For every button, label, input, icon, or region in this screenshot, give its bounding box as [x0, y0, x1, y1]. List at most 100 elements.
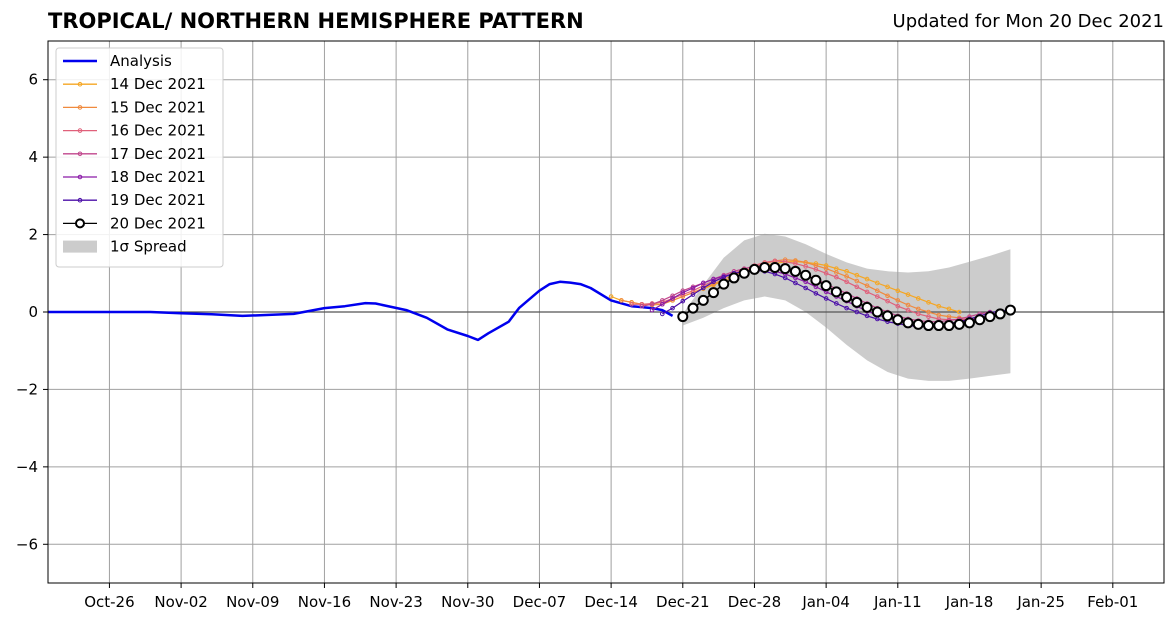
- data-point: [670, 305, 675, 311]
- data-point: [823, 263, 829, 268]
- legend-label: 18 Dec 2021: [110, 168, 206, 186]
- legend-entry: 19 Dec 2021: [63, 191, 206, 209]
- x-tick-label: Dec-21: [656, 593, 710, 611]
- legend-entry: 17 Dec 2021: [63, 145, 206, 163]
- data-point: [851, 296, 863, 308]
- legend-marker: [75, 218, 85, 229]
- data-point: [875, 288, 880, 294]
- data-point: [690, 285, 696, 291]
- data-point: [844, 279, 849, 285]
- legend-label: 16 Dec 2021: [110, 122, 206, 140]
- data-point: [649, 307, 655, 313]
- data-point: [813, 267, 819, 272]
- data-point: [864, 276, 870, 282]
- data-point: [861, 301, 873, 313]
- data-point: [895, 298, 901, 303]
- data-point: [854, 278, 860, 284]
- y-tick-label: 2: [28, 226, 38, 244]
- data-point: [700, 280, 706, 286]
- data-point: [759, 261, 771, 273]
- data-point: [789, 265, 801, 277]
- updated-date: Updated for Mon 20 Dec 2021: [892, 11, 1164, 32]
- x-tick-label: Nov-09: [226, 593, 279, 611]
- x-tick-label: Nov-16: [298, 593, 351, 611]
- data-point: [810, 274, 822, 286]
- x-tick-label: Jan-25: [1016, 593, 1065, 611]
- data-point: [690, 292, 696, 297]
- legend-marker: [77, 105, 83, 110]
- data-point: [823, 270, 829, 276]
- data-point: [728, 272, 740, 284]
- x-tick-label: Jan-11: [873, 593, 922, 611]
- data-point: [864, 289, 870, 295]
- data-point: [649, 301, 655, 307]
- legend-label: Analysis: [110, 52, 172, 70]
- y-tick-label: 6: [28, 71, 38, 89]
- data-point: [875, 294, 880, 299]
- data-point: [711, 276, 716, 282]
- legend-label: 19 Dec 2021: [110, 191, 206, 209]
- data-point: [660, 311, 665, 317]
- data-point: [629, 301, 634, 307]
- data-point: [915, 311, 921, 317]
- x-tick-label: Dec-07: [513, 593, 567, 611]
- data-point: [834, 301, 839, 306]
- data-point: [670, 296, 675, 301]
- legend: Analysis 14 Dec 2021 15 Dec 2021 16 Dec 202…: [55, 47, 224, 268]
- x-tick-label: Feb-01: [1087, 593, 1138, 611]
- legend-entry: Analysis: [63, 52, 172, 70]
- x-tick-label: Jan-18: [945, 593, 994, 611]
- legend-marker: [77, 197, 83, 203]
- legend-entry: 16 Dec 2021: [63, 122, 206, 140]
- legend-label: 1σ Spread: [110, 238, 187, 256]
- plot-frame: [47, 40, 1165, 584]
- y-tick-label: 4: [28, 148, 38, 166]
- legend-label: 14 Dec 2021: [110, 75, 206, 93]
- data-point: [912, 318, 924, 330]
- data-point: [782, 275, 788, 281]
- axes-layer: Oct-26 Nov-02 Nov-09 Nov-16 Nov-23 Nov-30 Dec-…: [16, 40, 1165, 611]
- data-point: [844, 274, 849, 279]
- data-point: [892, 314, 904, 326]
- data-point: [956, 309, 962, 315]
- data-point: [882, 310, 894, 322]
- data-point: [708, 287, 720, 299]
- data-point: [718, 278, 730, 290]
- data-point: [823, 266, 829, 271]
- data-point: [984, 311, 996, 323]
- data-point: [697, 294, 709, 306]
- data-point: [748, 263, 760, 275]
- data-point: [905, 302, 911, 308]
- data-point: [915, 306, 921, 312]
- data-point: [963, 317, 975, 329]
- series-line: [621, 259, 970, 319]
- data-point: [769, 261, 781, 273]
- data-point: [680, 298, 686, 304]
- data-point: [793, 280, 798, 286]
- legend-label: 15 Dec 2021: [110, 98, 206, 116]
- data-point: [619, 298, 624, 303]
- legend-entry: 18 Dec 2021: [63, 168, 206, 186]
- data-point: [871, 306, 883, 318]
- x-tick-label: Nov-23: [369, 593, 422, 611]
- data-point: [639, 303, 645, 309]
- data-point: [700, 285, 706, 291]
- data-point: [793, 261, 798, 266]
- data-point: [854, 309, 860, 315]
- data-point: [923, 320, 935, 332]
- data-point: [994, 308, 1006, 320]
- data-point: [834, 274, 839, 280]
- data-point: [953, 318, 965, 330]
- y-tick-label: −4: [16, 458, 38, 476]
- y-tick-label: −6: [16, 535, 38, 553]
- spread-layer: [682, 233, 1011, 381]
- data-point: [905, 292, 911, 297]
- legend-box: [55, 47, 224, 268]
- series-forecast: [677, 261, 1016, 332]
- data-point: [854, 272, 860, 278]
- data-point: [926, 309, 931, 315]
- data-point: [946, 306, 952, 312]
- data-point: [875, 280, 880, 286]
- data-point: [680, 290, 686, 295]
- x-tick-label: Nov-02: [154, 593, 207, 611]
